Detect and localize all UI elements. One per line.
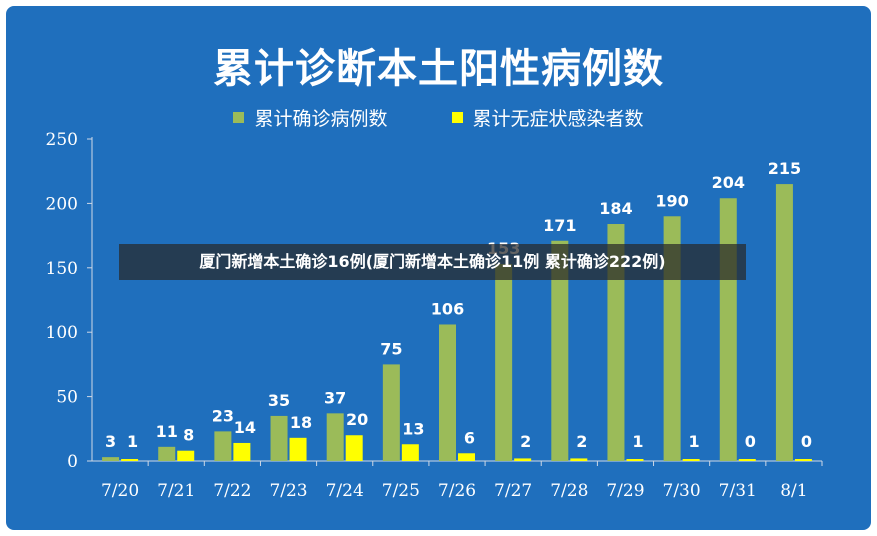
y-tick-label: 50: [56, 388, 78, 408]
legend-label-asymptomatic: 累计无症状感染者数: [472, 108, 644, 130]
data-label-asymptomatic: 2: [520, 432, 531, 451]
data-label-confirmed: 171: [543, 216, 576, 235]
x-tick-label: 7/28: [550, 481, 588, 501]
data-label-asymptomatic: 13: [402, 419, 424, 438]
x-tick-label: 7/27: [494, 481, 532, 501]
x-tick-label: 7/29: [606, 481, 644, 501]
bar-confirmed: [102, 457, 120, 461]
data-label-confirmed: 23: [212, 406, 234, 425]
chart-legend: 累计确诊病例数 累计无症状感染者数: [6, 104, 871, 131]
data-label-asymptomatic: 1: [632, 432, 643, 451]
bar-confirmed: [382, 364, 400, 461]
x-tick-label: 7/23: [269, 481, 307, 501]
bar-asymptomatic: [233, 442, 251, 461]
bar-asymptomatic: [570, 458, 588, 461]
bar-asymptomatic: [401, 444, 419, 461]
data-label-confirmed: 215: [768, 159, 801, 178]
data-label-asymptomatic: 18: [290, 413, 312, 432]
y-tick-label: 0: [67, 452, 78, 472]
data-label-confirmed: 11: [156, 422, 178, 441]
bar-asymptomatic: [345, 435, 363, 461]
x-tick-label: 7/21: [157, 481, 195, 501]
bar-confirmed: [551, 240, 569, 461]
bar-asymptomatic: [289, 437, 307, 461]
bar-asymptomatic: [738, 459, 756, 461]
data-label-confirmed: 75: [380, 339, 402, 358]
x-tick-label: 8/1: [780, 481, 807, 501]
chart-title: 累计诊断本土阳性病例数: [213, 46, 664, 92]
data-label-confirmed: 190: [655, 191, 688, 210]
bar-confirmed: [326, 413, 344, 461]
x-tick-label: 7/26: [438, 481, 476, 501]
data-label-asymptomatic: 1: [689, 432, 700, 451]
y-tick-label: 200: [46, 194, 78, 214]
bar-asymptomatic: [458, 453, 475, 461]
bar-confirmed: [439, 324, 456, 461]
y-tick-label: 100: [46, 323, 78, 343]
data-label-confirmed: 184: [599, 199, 632, 218]
x-tick-label: 7/22: [213, 481, 251, 501]
bar-asymptomatic: [794, 459, 812, 461]
bar-confirmed: [495, 263, 513, 461]
x-tick-label: 7/31: [719, 481, 757, 501]
bar-confirmed: [607, 224, 625, 461]
legend-swatch-asymptomatic: [451, 112, 463, 123]
data-label-asymptomatic: 1: [127, 432, 138, 451]
data-label-confirmed: 35: [268, 391, 290, 410]
bar-asymptomatic: [121, 459, 139, 461]
data-label-asymptomatic: 6: [464, 428, 475, 447]
x-tick-label: 7/24: [326, 481, 364, 501]
data-label-asymptomatic: 2: [576, 432, 587, 451]
bar-asymptomatic: [514, 458, 532, 461]
x-tick-label: 7/20: [101, 481, 139, 501]
x-tick-label: 7/25: [382, 481, 420, 501]
bar-asymptomatic: [626, 459, 644, 461]
legend-item-confirmed: 累计确诊病例数: [233, 104, 388, 131]
bar-confirmed: [719, 198, 737, 462]
y-tick-label: 250: [46, 130, 78, 150]
bar-confirmed: [270, 415, 288, 461]
data-label-asymptomatic: 20: [346, 410, 368, 429]
x-tick-label: 7/30: [663, 481, 701, 501]
legend-item-asymptomatic: 累计无症状感染者数: [451, 104, 644, 131]
bar-confirmed: [775, 184, 793, 461]
bar-confirmed: [214, 431, 232, 461]
data-label-confirmed: 37: [324, 388, 346, 407]
data-label-confirmed: 106: [431, 299, 464, 318]
y-tick-label: 150: [46, 259, 78, 279]
news-headline-banner: 厦门新增本土确诊16例(厦门新增本土确诊11例 累计确诊222例): [119, 244, 746, 280]
data-label-confirmed: 3: [105, 432, 116, 451]
bar-asymptomatic: [177, 450, 195, 461]
data-label-asymptomatic: 0: [745, 432, 756, 451]
bar-confirmed: [158, 446, 176, 461]
data-label-asymptomatic: 14: [234, 418, 256, 437]
bar-asymptomatic: [682, 459, 700, 461]
data-label-asymptomatic: 8: [183, 426, 194, 445]
legend-label-confirmed: 累计确诊病例数: [254, 108, 388, 130]
data-label-asymptomatic: 0: [801, 432, 812, 451]
legend-swatch-confirmed: [233, 112, 245, 123]
data-label-confirmed: 204: [712, 173, 745, 192]
